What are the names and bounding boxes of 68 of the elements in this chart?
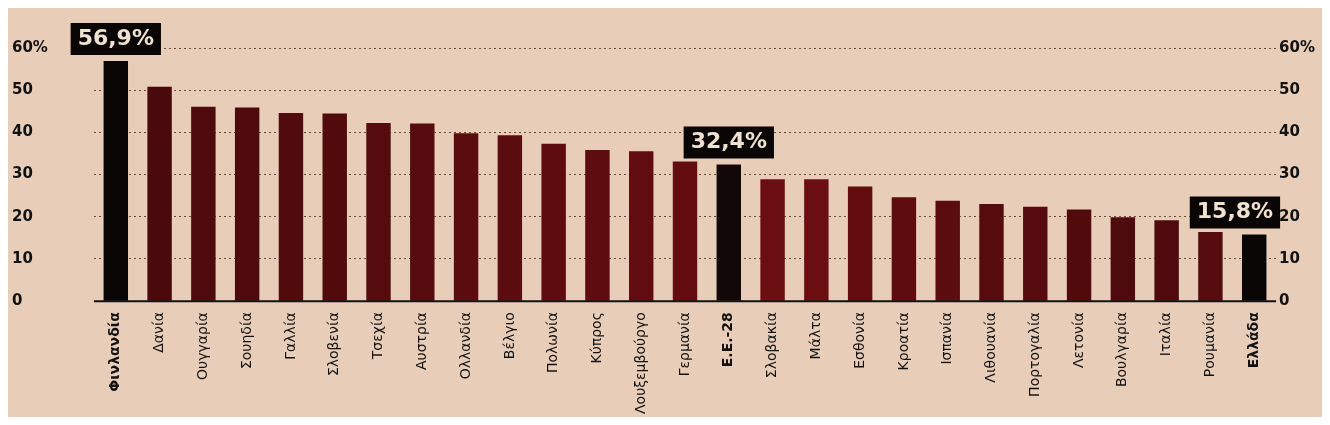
- bar: [891, 197, 917, 301]
- x-tick-label: Βέλγιο: [500, 312, 517, 360]
- x-tick-label: Σλοβακία: [763, 312, 780, 379]
- y2-tick-label: 0: [1279, 291, 1290, 310]
- bar: [453, 133, 479, 301]
- bar: [497, 135, 523, 301]
- data-label: 15,8%: [1196, 198, 1274, 224]
- bar: [672, 161, 698, 301]
- bar: [1023, 206, 1048, 301]
- bar: [191, 106, 216, 301]
- x-tick-label: Ρουμανία: [1201, 312, 1218, 378]
- x-tick-label: Ε.Ε.-28: [719, 312, 736, 368]
- x-tick-label: Πορτογαλία: [1025, 312, 1042, 397]
- bar: [847, 186, 873, 301]
- x-tick-label: Ελλάδα: [1244, 311, 1261, 369]
- x-tick-label: Ιταλία: [1157, 312, 1174, 357]
- bar: [541, 143, 566, 301]
- y2-tick-label: 30: [1279, 164, 1300, 183]
- x-tick-label: Πολωνία: [544, 312, 561, 374]
- y-tick-label: 0: [12, 291, 23, 310]
- x-tick-label: Εσθονία: [850, 312, 867, 369]
- bar: [366, 123, 391, 301]
- bar: [234, 107, 260, 301]
- y-tick-label: 60%: [12, 37, 48, 56]
- x-tick-label: Αυστρία: [412, 312, 429, 370]
- x-tick-label: Ουγγαρία: [194, 312, 211, 380]
- data-label: 32,4%: [690, 128, 767, 154]
- bar: [935, 200, 960, 301]
- y-tick-label: 20: [12, 206, 33, 225]
- x-tick-label: Ολλανδία: [456, 312, 473, 380]
- bar: [979, 204, 1004, 301]
- bar: [1198, 231, 1223, 301]
- y2-tick-label: 50: [1279, 80, 1300, 99]
- bar: [1154, 220, 1179, 301]
- bar: [585, 150, 610, 301]
- x-tick-label: Ισπανία: [938, 312, 955, 365]
- x-tick-label: Σλοβενία: [325, 312, 342, 377]
- x-tick-label: Μάλτα: [807, 312, 823, 360]
- x-tick-label: Γαλλία: [281, 312, 298, 360]
- y-tick-label: 40: [12, 122, 33, 141]
- y-tick-label: 30: [12, 164, 33, 183]
- data-label: 56,9%: [77, 24, 154, 50]
- y2-tick-label: 40: [1279, 122, 1300, 141]
- x-tick-label: Δανία: [150, 312, 167, 353]
- bar: [147, 86, 172, 301]
- x-tick-label: Γερμανία: [675, 312, 692, 377]
- bar: [278, 112, 304, 301]
- bar: [322, 113, 347, 301]
- x-tick-label: Κύπρος: [588, 312, 605, 364]
- y2-tick-label: 20: [1279, 206, 1300, 225]
- bar: [410, 123, 435, 301]
- y-tick-label: 50: [12, 80, 33, 99]
- x-tick-label: Σουηδία: [237, 312, 254, 370]
- x-tick-label: Λετονία: [1069, 312, 1086, 369]
- bar: [760, 179, 785, 301]
- bar: [629, 151, 654, 301]
- bar: [804, 179, 829, 301]
- x-tick-label: Λουξεμβούργο: [631, 312, 648, 415]
- x-tick-label: Φινλανδία: [106, 311, 123, 392]
- x-tick-label: Τσεχία: [369, 312, 386, 361]
- y-tick-label: 10: [12, 248, 33, 267]
- x-tick-label: Λιθουανία: [982, 312, 999, 383]
- x-tick-label: Βουλγαρία: [1113, 312, 1130, 388]
- y2-tick-label: 60%: [1279, 37, 1315, 56]
- y2-tick-label: 10: [1279, 248, 1300, 267]
- bar: [1110, 217, 1136, 301]
- bar: [1066, 209, 1092, 301]
- x-tick-label: Κροατία: [894, 312, 911, 371]
